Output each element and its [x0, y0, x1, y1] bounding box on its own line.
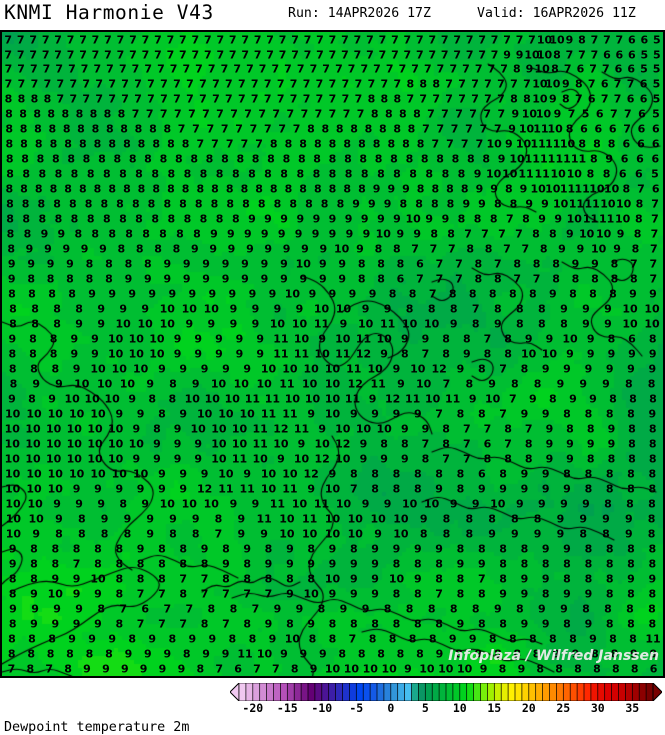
- valid-time-label: Valid: 16APR2026 11Z: [477, 6, 636, 21]
- header-bar: KNMI Harmonie V43 Run: 14APR2026 17Z Val…: [0, 0, 665, 30]
- colorbar-tick-30: 30: [590, 701, 605, 715]
- colorbar-swatches: [230, 683, 662, 701]
- colorbar-tick-neg5: -5: [349, 701, 364, 715]
- model-title: KNMI Harmonie V43: [4, 1, 214, 24]
- legend-caption-line1: Dewpoint temperature 2m: [4, 720, 190, 735]
- colorbar-tick-10: 10: [452, 701, 467, 715]
- colorbar-tick-neg10: -10: [311, 701, 333, 715]
- colorbar-tick-neg15: -15: [276, 701, 298, 715]
- colorbar-tick-15: 15: [487, 701, 502, 715]
- colorbar-tick-35: 35: [625, 701, 640, 715]
- watermark-credit: Infoplaza / Wilfred Janssen: [448, 648, 659, 664]
- colorbar-tick-neg20: -20: [242, 701, 264, 715]
- colorbar-tick-20: 20: [521, 701, 536, 715]
- dewpoint-field-canvas: [2, 32, 663, 676]
- colorbar-tick-5: 5: [421, 701, 429, 715]
- colorbar-tick-25: 25: [556, 701, 571, 715]
- run-time-label: Run: 14APR2026 17Z: [288, 6, 431, 21]
- colorbar[interactable]: -20 -15 -10 -5 0 5 10 15 20 25 30 35: [230, 683, 662, 719]
- legend-caption: Dewpoint temperature 2m (degrees Celsius…: [4, 680, 189, 735]
- legend-panel: Dewpoint temperature 2m (degrees Celsius…: [0, 678, 665, 735]
- colorbar-tick-0: 0: [387, 701, 395, 715]
